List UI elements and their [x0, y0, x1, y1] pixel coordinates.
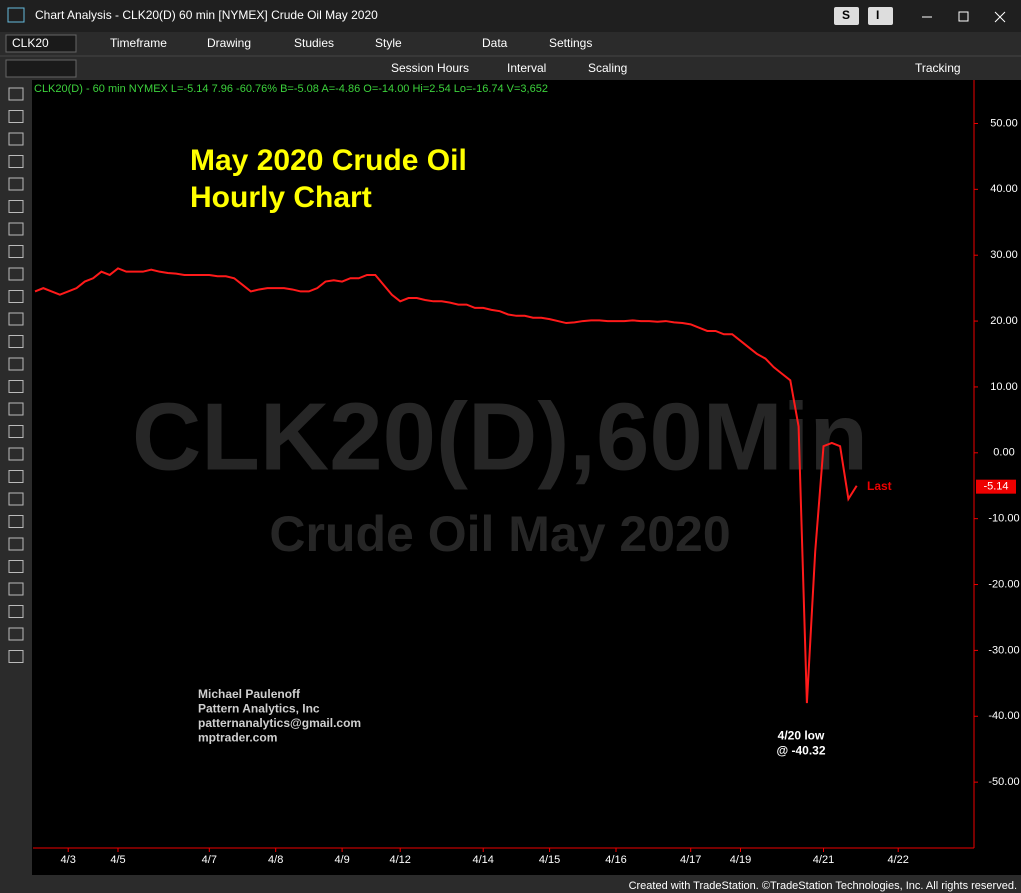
- tool-icon[interactable]: [8, 447, 24, 461]
- x-tick-label: 4/21: [813, 854, 834, 866]
- tool-icon[interactable]: [8, 290, 24, 303]
- tool-strip: [0, 80, 32, 875]
- status-line: CLK20(D) - 60 min NYMEX L=-5.14 7.96 -60…: [34, 83, 548, 95]
- tool-icon[interactable]: [8, 515, 24, 528]
- y-tick-label: 30.00: [990, 249, 1018, 261]
- close[interactable]: [994, 11, 1006, 23]
- menu-item[interactable]: Studies: [294, 36, 334, 50]
- y-tick-label: -10.00: [988, 513, 1019, 525]
- tool-icon[interactable]: [8, 380, 24, 393]
- last-label: Last: [867, 479, 892, 493]
- y-tick-label: -40.00: [988, 710, 1019, 722]
- tool-icon[interactable]: [8, 605, 24, 618]
- x-tick-label: 4/22: [887, 854, 908, 866]
- tool-icon[interactable]: [8, 470, 24, 483]
- s-button[interactable]: [834, 7, 859, 25]
- s-button-label[interactable]: S: [842, 8, 850, 22]
- tool-icon[interactable]: [8, 492, 24, 506]
- watermark: CLK20(D),60Min: [132, 383, 868, 490]
- menu-item[interactable]: Data: [482, 36, 508, 50]
- price-line: [34, 267, 858, 704]
- tool-icon[interactable]: [8, 357, 24, 371]
- y-tick-label: -50.00: [988, 776, 1019, 788]
- author-line: mptrader.com: [198, 731, 277, 745]
- chart-title: Hourly Chart: [190, 181, 372, 214]
- x-tick-label: 4/5: [110, 854, 125, 866]
- app-icon: [7, 7, 25, 23]
- chart-title: May 2020 Crude Oil: [190, 144, 467, 177]
- x-tick-label: 4/17: [680, 854, 701, 866]
- symbol[interactable]: CLK20: [12, 36, 49, 50]
- x-tick-label: 4/3: [61, 854, 76, 866]
- x-tick-label: 4/12: [389, 854, 410, 866]
- annotation: @ -40.32: [776, 744, 825, 758]
- y-tick-label: 20.00: [990, 315, 1018, 327]
- tool-icon[interactable]: [8, 627, 24, 641]
- menu-item[interactable]: Style: [375, 36, 402, 50]
- x-tick-label: 4/7: [202, 854, 217, 866]
- tool-icon[interactable]: [8, 312, 24, 326]
- tool-icon[interactable]: [8, 222, 24, 236]
- tool-icon[interactable]: [8, 155, 24, 168]
- tool-icon[interactable]: [8, 87, 24, 101]
- x-tick-label: 4/8: [268, 854, 283, 866]
- tool-icon[interactable]: [8, 132, 24, 146]
- y-tick-label: 40.00: [990, 183, 1018, 195]
- x-tick-label: 4/14: [472, 854, 493, 866]
- author-line: Michael Paulenoff: [198, 687, 301, 701]
- symbol-box[interactable]: [5, 34, 77, 53]
- y-tick-label: 50.00: [990, 117, 1018, 129]
- maximize[interactable]: [958, 11, 969, 22]
- tool-icon[interactable]: [8, 560, 24, 573]
- x-tick-label: 4/15: [539, 854, 560, 866]
- menu-item[interactable]: Session Hours: [391, 61, 469, 75]
- author-line: patternanalytics@gmail.com: [198, 716, 361, 730]
- interval-box[interactable]: [5, 59, 77, 78]
- menu-item[interactable]: Interval: [507, 61, 546, 75]
- watermark: Crude Oil May 2020: [269, 506, 730, 562]
- footer: Created with TradeStation. ©TradeStation…: [629, 880, 1017, 892]
- y-tick-label: 10.00: [990, 381, 1018, 393]
- x-tick-label: 4/9: [334, 854, 349, 866]
- tool-icon[interactable]: [8, 582, 24, 596]
- author-line: Pattern Analytics, Inc: [198, 702, 320, 716]
- menu-item[interactable]: Drawing: [207, 36, 251, 50]
- menu-item[interactable]: Settings: [549, 36, 592, 50]
- last-value-box: [976, 479, 1016, 494]
- tool-icon[interactable]: [8, 267, 24, 281]
- tool-icon[interactable]: [8, 537, 24, 551]
- x-tick-label: 4/16: [605, 854, 626, 866]
- tool-icon[interactable]: [8, 110, 24, 123]
- i-button[interactable]: [868, 7, 893, 25]
- menu-item[interactable]: Scaling: [588, 61, 627, 75]
- tool-icon[interactable]: [8, 650, 24, 663]
- status-bar: [0, 875, 1021, 893]
- i-button-label[interactable]: I: [876, 8, 879, 22]
- menu-item[interactable]: Timeframe: [110, 36, 167, 50]
- y-tick-label: 0.00: [993, 447, 1014, 459]
- annotation: 4/20 low: [778, 729, 825, 743]
- y-axis-area: [975, 80, 1021, 875]
- y-tick-label: -30.00: [988, 644, 1019, 656]
- tool-icon[interactable]: [8, 335, 24, 348]
- tool-icon[interactable]: [8, 200, 24, 213]
- x-tick-label: 4/19: [730, 854, 751, 866]
- tool-icon[interactable]: [8, 245, 24, 258]
- window-title: Chart Analysis - CLK20(D) 60 min [NYMEX]…: [35, 8, 378, 22]
- menu-item[interactable]: Tracking: [915, 61, 961, 75]
- y-tick-label: -20.00: [988, 578, 1019, 590]
- tool-icon[interactable]: [8, 177, 24, 191]
- tool-icon[interactable]: [8, 402, 24, 416]
- last-value-label: -5.14: [983, 481, 1008, 493]
- tool-icon[interactable]: [8, 425, 24, 438]
